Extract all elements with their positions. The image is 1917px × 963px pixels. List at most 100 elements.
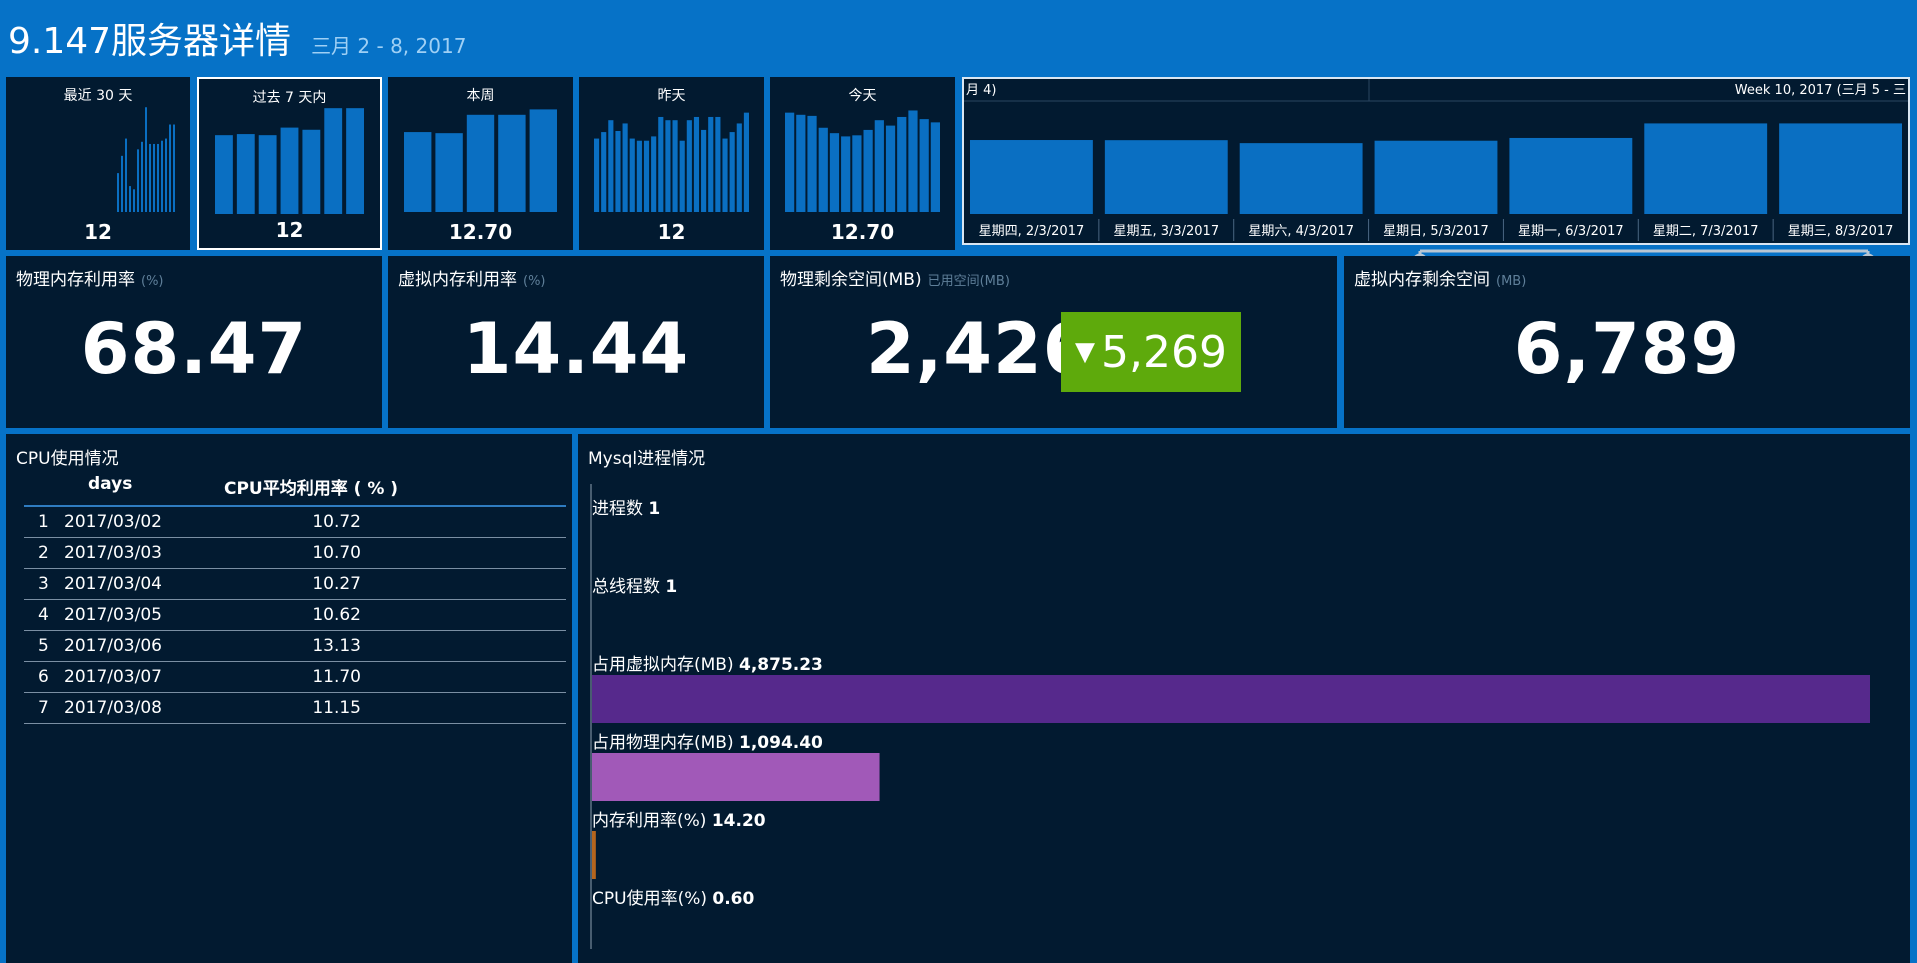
sparkline-bar	[930, 122, 940, 212]
column-header[interactable]: CPU平均利用率 ( % )	[224, 474, 566, 507]
table-row[interactable]: 4 2017/03/05 10.62	[24, 599, 566, 631]
sparkline-bar	[919, 119, 929, 212]
sparkline-bar	[708, 116, 714, 212]
period-tile-yesterday[interactable]: 昨天 12	[579, 77, 764, 250]
period-sparkline	[404, 109, 557, 212]
sparkline-bar	[908, 110, 918, 212]
sparkline-bar	[404, 132, 432, 212]
period-value: 12	[657, 220, 686, 244]
table-row[interactable]: 6 2017/03/07 11.70	[24, 661, 566, 693]
sparkline-bar	[149, 143, 151, 212]
period-tile-last-7-days[interactable]: 过去 7 天内 12	[197, 77, 382, 250]
sparkline-bar	[785, 112, 795, 212]
kpi-title: 虚拟内存利用率 (%)	[398, 270, 546, 290]
mysql-panel: Mysql进程情况 进程数 1 总线程数 1 占用虚拟内存(MB) 4,875.23…	[578, 434, 1910, 963]
day-tick-label: 星期五, 3/3/2017	[1113, 224, 1219, 239]
sparkline-bar	[280, 127, 299, 214]
row-day: 2017/03/04	[64, 568, 224, 600]
sparkline-bar	[129, 186, 131, 212]
sparkline-bar	[165, 138, 167, 212]
row-index: 3	[24, 568, 64, 600]
period-tile-last-30-days[interactable]: 最近 30 天 12	[6, 77, 190, 250]
cpu-usage-panel: CPU使用情况 days CPU平均利用率 ( % ) 1 2017/03/02 1…	[6, 434, 572, 963]
sparkline-bar	[125, 138, 127, 212]
kpi-unit: (MB)	[1496, 274, 1527, 289]
mysql-bar	[592, 675, 1870, 723]
mysql-bar-value: 1	[665, 577, 678, 597]
sparkline-bar	[615, 131, 621, 212]
sparkline-bar	[841, 136, 851, 212]
sparkline-bar	[161, 140, 163, 212]
sparkline-bar	[173, 124, 175, 212]
period-tile-today[interactable]: 今天 12.70	[770, 77, 955, 250]
period-label: 过去 7 天内	[252, 90, 327, 106]
table-row[interactable]: 7 2017/03/08 11.15	[24, 692, 566, 724]
sparkline-bar	[743, 112, 749, 212]
sparkline-bar	[807, 115, 817, 212]
down-arrow-icon: ▼	[1075, 337, 1096, 367]
sparkline-bar	[729, 132, 735, 212]
table-row[interactable]: 3 2017/03/04 10.27	[24, 568, 566, 600]
day-bar	[1644, 123, 1768, 214]
table-row[interactable]: 1 2017/03/02 10.72	[24, 506, 566, 538]
kpi-title: 虚拟内存剩余空间 (MB)	[1354, 270, 1527, 290]
mysql-bar-chart	[590, 484, 1870, 949]
sparkline-bar	[818, 127, 828, 212]
kpi-physical-free: 物理剩余空间(MB) 已用空间(MB) 2,426 ▼ 5,269	[770, 256, 1337, 428]
sparkline-bar	[636, 140, 642, 212]
table-row[interactable]: 2 2017/03/03 10.70	[24, 537, 566, 569]
period-label: 今天	[848, 88, 877, 104]
sparkline-bar	[498, 114, 526, 212]
mysql-bar-label: 进程数 1	[592, 499, 661, 519]
week-label-left: 月 4)	[966, 83, 996, 98]
sparkline-bar	[153, 143, 155, 212]
sparkline-bar	[679, 140, 685, 212]
sparkline-bar	[796, 114, 806, 212]
row-index: 5	[24, 630, 64, 662]
sparkline-bar	[885, 125, 896, 212]
mysql-bar-value: 0.60	[712, 889, 755, 909]
sparkline-bar	[643, 140, 650, 212]
day-tick-label: 星期日, 5/3/2017	[1383, 224, 1489, 239]
sparkline-bar	[133, 189, 135, 212]
mysql-bar-label: 占用物理内存(MB) 1,094.40	[592, 733, 823, 753]
sparkline-bar	[141, 141, 143, 212]
sparkline-bar	[169, 124, 171, 212]
period-tile-this-week[interactable]: 本周 12.70	[388, 77, 573, 250]
delta-value: 5,269	[1101, 326, 1227, 378]
mysql-bar-value: 1	[648, 499, 661, 519]
sparkline-bar	[863, 129, 873, 212]
row-day: 2017/03/06	[64, 630, 224, 662]
kpi-value: 6,789	[1513, 308, 1741, 390]
sparkline-bar	[622, 123, 628, 212]
period-sparkline	[117, 107, 175, 212]
row-value: 10.72	[224, 506, 566, 538]
mysql-bar-value: 1,094.40	[739, 733, 823, 753]
daily-chart-panel[interactable]: 月 4) Week 10, 2017 (三月 5 - 三星期四, 2/3/2017…	[962, 77, 1910, 245]
kpi-unit: (%)	[523, 274, 546, 289]
mysql-bar	[592, 753, 880, 801]
delta-badge: ▼ 5,269	[1061, 312, 1241, 392]
column-header[interactable]: days	[64, 474, 224, 507]
day-bar	[970, 140, 1093, 214]
page-title: 9.147服务器详情	[8, 21, 292, 62]
day-tick-label: 星期六, 4/3/2017	[1248, 224, 1354, 239]
sparkline-bar	[466, 114, 495, 212]
kpi-title: 物理内存利用率 (%)	[16, 270, 164, 290]
day-tick-label: 星期四, 2/3/2017	[979, 224, 1085, 239]
row-value: 11.70	[224, 661, 566, 693]
sparkline-bar	[658, 116, 664, 212]
mysql-bar	[592, 831, 596, 879]
row-day: 2017/03/03	[64, 537, 224, 569]
row-value: 10.70	[224, 537, 566, 569]
sparkline-bar	[236, 134, 255, 214]
kpi-value: 14.44	[462, 308, 690, 390]
mysql-bar-label: CPU使用率(%) 0.60	[592, 889, 755, 909]
table-row[interactable]: 5 2017/03/06 13.13	[24, 630, 566, 662]
day-bar	[1239, 143, 1363, 214]
sparkline-bar	[529, 109, 557, 212]
row-value: 10.27	[224, 568, 566, 600]
row-index: 4	[24, 599, 64, 631]
period-value: 12	[84, 220, 112, 244]
